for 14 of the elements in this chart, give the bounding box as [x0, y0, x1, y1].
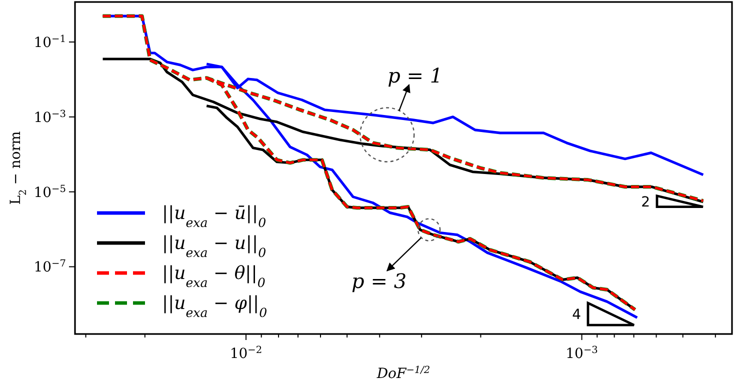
legend-label: ||u$_{exa}$ − φ||$_{0}$: [162, 293, 268, 320]
annotation: 4: [572, 307, 582, 324]
y-tick-label: 10$^{−7}$: [34, 258, 66, 276]
y-tick-label: 10$^{−5}$: [34, 183, 66, 201]
x-axis-title: DoF$^{−1/2}$: [376, 364, 430, 382]
legend-label: ||u$_{exa}$ − u||$_{0}$: [162, 233, 266, 260]
legend-label: ||u$_{exa}$ − ū||$_{0}$: [162, 203, 266, 230]
annotation: 2: [641, 194, 650, 210]
legend-label: ||u$_{exa}$ − θ||$_{0}$: [162, 263, 266, 290]
x-tick-label: 10$^{−2}$: [230, 344, 262, 362]
y-tick-label: 10$^{−3}$: [34, 108, 66, 126]
y-tick-label: 10$^{−1}$: [34, 34, 66, 52]
annotation: p = 1: [388, 64, 443, 88]
annotation: p = 3: [352, 268, 407, 293]
